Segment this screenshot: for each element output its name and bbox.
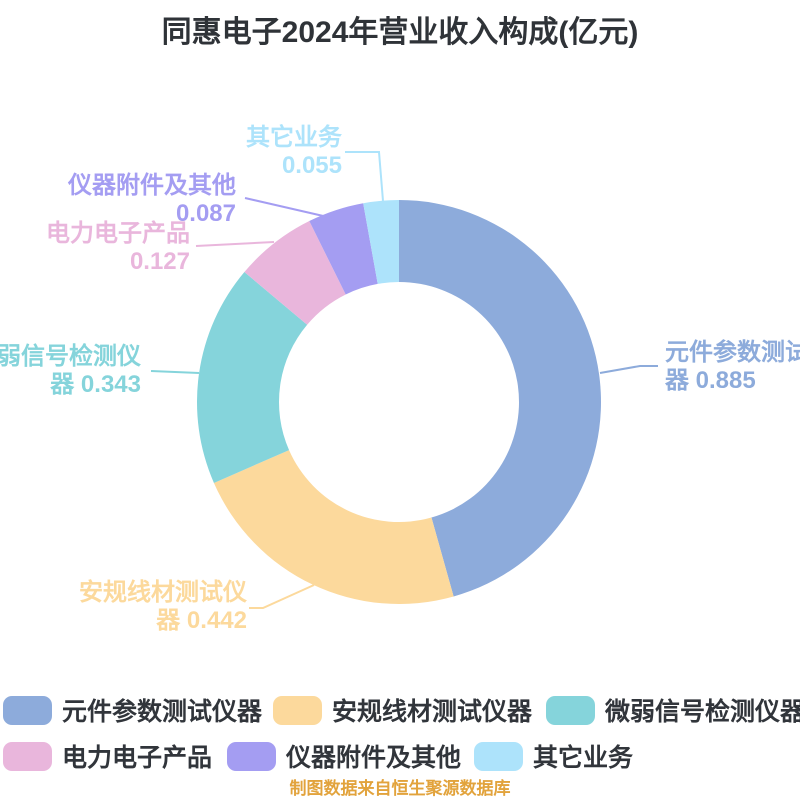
data-source-footer: 制图数据来自恒生聚源数据库 [289, 779, 511, 798]
legend-swatch-icon [546, 695, 595, 725]
callout-label-1: 安规线材测试仪器 0.442 [79, 579, 247, 635]
callout-label-5-line-1: 0.055 [281, 152, 342, 179]
legend-label: 微弱信号检测仪器 [605, 698, 800, 726]
leader-line-2 [150, 370, 200, 374]
pie-segment-0[interactable] [399, 200, 601, 597]
legend-label: 安规线材测试仪器 [332, 698, 533, 726]
leader-line-5 [345, 151, 384, 202]
legend-label: 仪器附件及其他 [286, 744, 462, 772]
legend-item-1-2[interactable]: 其它业务 [474, 741, 634, 772]
callout-label-2-line-0: 微弱信号检测仪 [0, 343, 141, 370]
callout-label-0-line-0: 元件参数测试仪 [665, 339, 800, 366]
pie-segment-2[interactable] [196, 272, 308, 483]
legend-label: 电力电子产品 [62, 744, 213, 772]
legend-swatch-icon [3, 695, 52, 725]
callout-label-0-line-1: 器 0.885 [665, 367, 756, 394]
legend-item-0-2[interactable]: 微弱信号检测仪器 [546, 695, 800, 726]
callout-label-3-line-0: 电力电子产品 [46, 220, 190, 247]
legend-swatch-icon [474, 741, 523, 771]
callout-label-4: 仪器附件及其他 0.087 [68, 172, 236, 228]
callout-label-0: 元件参数测试仪器 0.885 [665, 339, 800, 395]
legend-swatch-icon [273, 695, 322, 725]
callout-label-2-line-1: 器 0.343 [50, 371, 141, 398]
page-title: 同惠电子2024年营业收入构成(亿元) [161, 16, 639, 49]
legend-item-1-1[interactable]: 仪器附件及其他 [227, 741, 462, 772]
legend-label: 元件参数测试仪器 [62, 698, 263, 726]
legend-item-1-0[interactable]: 电力电子产品 [3, 741, 213, 772]
pie-segment-1[interactable] [213, 450, 454, 604]
callout-label-4-line-0: 仪器附件及其他 [68, 172, 236, 199]
legend-swatch-icon [3, 741, 52, 771]
leader-line-0 [599, 365, 658, 374]
callout-label-3-line-1: 0.127 [129, 248, 190, 275]
callout-label-5: 其它业务 0.055 [246, 124, 342, 180]
callout-label-2: 微弱信号检测仪器 0.343 [0, 343, 141, 399]
legend-item-0-0[interactable]: 元件参数测试仪器 [3, 695, 263, 726]
pie-segment-3[interactable] [244, 221, 346, 325]
legend-item-0-1[interactable]: 安规线材测试仪器 [273, 695, 533, 726]
callout-label-1-line-0: 安规线材测试仪 [79, 579, 247, 606]
legend-label: 其它业务 [533, 744, 634, 772]
leader-line-4 [244, 197, 333, 219]
leader-line-1 [249, 584, 315, 609]
leader-line-3 [195, 241, 275, 247]
legend-swatch-icon [227, 741, 276, 771]
callout-label-1-line-1: 器 0.442 [156, 607, 247, 634]
callout-label-4-line-1: 0.087 [175, 200, 236, 227]
callout-label-5-line-0: 其它业务 [246, 124, 342, 151]
callout-label-3: 电力电子产品 0.127 [46, 220, 190, 276]
pie-segment-4[interactable] [309, 203, 378, 295]
pie-segment-5[interactable] [363, 200, 399, 284]
